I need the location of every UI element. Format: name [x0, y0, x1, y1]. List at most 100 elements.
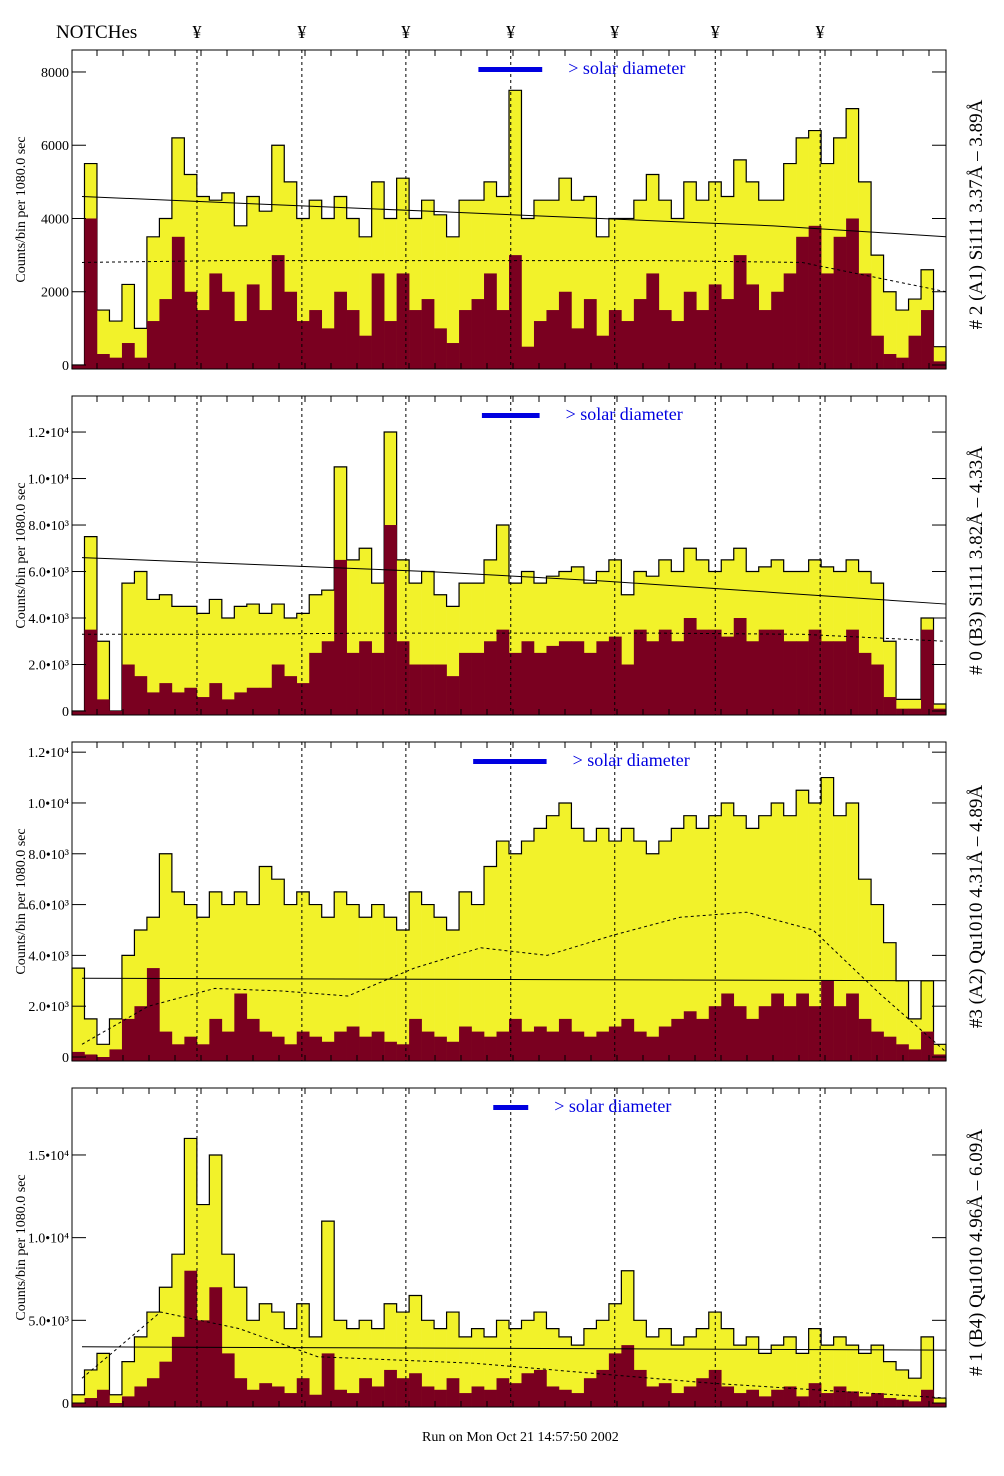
subset-counts-bar	[733, 1006, 747, 1061]
subset-counts-bar	[409, 310, 422, 369]
subset-counts-bar	[846, 993, 859, 1061]
subset-counts-bar	[284, 1393, 298, 1407]
subset-counts-bar	[309, 1036, 323, 1061]
subset-counts-bar	[121, 1018, 135, 1061]
subset-counts-bar	[434, 328, 447, 369]
total-counts-bar	[658, 841, 672, 1061]
subset-counts-bar	[696, 1378, 710, 1407]
subset-counts-bar	[796, 641, 809, 715]
subset-counts-bar	[421, 664, 435, 715]
subset-counts-bar	[933, 708, 947, 715]
subset-counts-bar	[171, 236, 185, 369]
smooth-dashed-curve	[81, 1311, 947, 1399]
plot-frame	[71, 49, 947, 370]
total-counts-bar	[746, 828, 760, 1061]
smooth-solid-curve	[81, 1346, 947, 1351]
subset-counts-bar	[146, 692, 160, 715]
subset-counts-bar	[196, 697, 210, 715]
total-counts-bar	[883, 641, 897, 715]
subset-counts-bar	[933, 1054, 947, 1061]
subset-counts-bar	[134, 1006, 148, 1061]
total-counts-bar	[246, 604, 260, 715]
subset-counts-bar	[134, 357, 148, 369]
subset-counts-bar	[908, 1401, 922, 1407]
total-counts-bar	[746, 1336, 760, 1407]
subset-counts-bar	[558, 1389, 572, 1407]
subset-counts-bar	[496, 629, 510, 715]
subset-counts-bar	[571, 641, 585, 715]
subset-counts-bar	[858, 1018, 872, 1061]
subset-counts-bar	[84, 629, 98, 715]
subset-counts-bar	[72, 365, 85, 369]
total-counts-bar	[783, 815, 797, 1061]
subset-counts-bar	[883, 1398, 897, 1407]
subset-counts-bar	[296, 1031, 310, 1061]
subset-counts-bar	[459, 310, 472, 369]
y-tick-label: 0	[62, 1051, 69, 1066]
subset-counts-bar	[808, 629, 822, 715]
subset-counts-bar	[246, 1018, 260, 1061]
subset-counts-bar	[558, 641, 572, 715]
smooth-solid-curve	[81, 557, 947, 605]
subset-counts-bar	[796, 1396, 809, 1407]
plot-frame	[71, 395, 947, 716]
subset-counts-bar	[321, 1041, 335, 1061]
plot-frame	[71, 1087, 947, 1408]
notch-label: ¥	[401, 22, 410, 42]
subset-counts-bar	[359, 641, 372, 715]
y-tick-label: 8.0•10³	[28, 848, 69, 863]
subset-counts-bar	[121, 343, 135, 369]
subset-counts-bar	[933, 1403, 947, 1407]
total-counts-bar	[421, 1320, 435, 1407]
subset-counts-bar	[746, 641, 760, 715]
total-counts-bar	[871, 1345, 884, 1407]
subset-counts-bar	[908, 1049, 922, 1061]
y-tick-label: 0	[62, 359, 69, 374]
subset-counts-bar	[671, 641, 685, 715]
y-tick-label: 1.0•10⁴	[28, 1232, 69, 1247]
subset-counts-bar	[596, 335, 610, 369]
total-counts-bar	[571, 828, 585, 1061]
subset-counts-bar	[721, 993, 735, 1061]
subset-counts-bar	[171, 1044, 185, 1061]
subset-counts-bar	[758, 1396, 772, 1407]
subset-counts-bar	[259, 1383, 273, 1407]
smooth-dashed-curve	[82, 632, 947, 642]
subset-counts-bar	[746, 284, 760, 369]
subset-counts-bar	[109, 711, 123, 715]
subset-counts-bar	[608, 636, 622, 715]
panel-2: 0 2.0•10³ 4.0•10³ 6.0•10³ 8.0•10³ 1.0•10⁴ 1.2•…	[14, 741, 987, 1066]
subset-counts-bar	[908, 708, 922, 715]
subset-counts-bar	[546, 645, 560, 715]
total-counts-bar	[96, 1044, 110, 1061]
subset-counts-bar	[96, 1057, 110, 1061]
subset-counts-bar	[446, 1378, 460, 1407]
subset-counts-bar	[883, 1036, 897, 1061]
total-counts-bar	[121, 1361, 135, 1407]
subset-counts-bar	[846, 1391, 859, 1407]
notch-label: ¥	[711, 22, 720, 42]
subset-counts-bar	[146, 321, 160, 369]
total-counts-bar	[896, 1369, 909, 1407]
total-counts-bar	[371, 904, 385, 1061]
solar-diameter-bar	[493, 1105, 529, 1110]
total-counts-bar	[271, 1312, 285, 1407]
subset-counts-bar	[196, 1044, 210, 1061]
subset-counts-bar	[646, 641, 660, 715]
subset-counts-bar	[459, 1393, 472, 1407]
subset-counts-bar	[646, 1036, 660, 1061]
y-tick-label: 1.2•10⁴	[28, 426, 69, 441]
subset-counts-bar	[621, 664, 635, 715]
subset-counts-bar	[334, 559, 347, 715]
total-counts-outline	[71, 776, 947, 1061]
subset-counts-bar	[833, 236, 847, 369]
detector-label: # 2 (A1) Si111 3.37Å – 3.89Å	[966, 99, 987, 329]
y-tick-label: 4000	[41, 212, 69, 227]
total-counts-bar	[571, 1345, 585, 1407]
solar-diameter-legend: > solar diameter	[554, 1096, 671, 1116]
total-counts-bar	[796, 790, 809, 1061]
subset-counts-bar	[858, 1396, 872, 1407]
subset-counts-bar	[858, 273, 872, 369]
subset-counts-bar	[196, 1320, 210, 1407]
total-counts-bar	[146, 599, 160, 715]
